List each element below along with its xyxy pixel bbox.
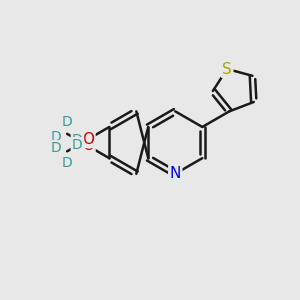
Text: O: O	[82, 132, 94, 147]
Text: D: D	[62, 156, 73, 170]
Text: O: O	[82, 139, 94, 154]
Text: S: S	[222, 61, 232, 76]
Text: D: D	[50, 141, 61, 155]
Text: D: D	[72, 138, 83, 152]
Text: D: D	[50, 130, 61, 144]
Text: D: D	[62, 115, 73, 129]
Text: N: N	[169, 166, 181, 181]
Text: D: D	[72, 133, 83, 147]
